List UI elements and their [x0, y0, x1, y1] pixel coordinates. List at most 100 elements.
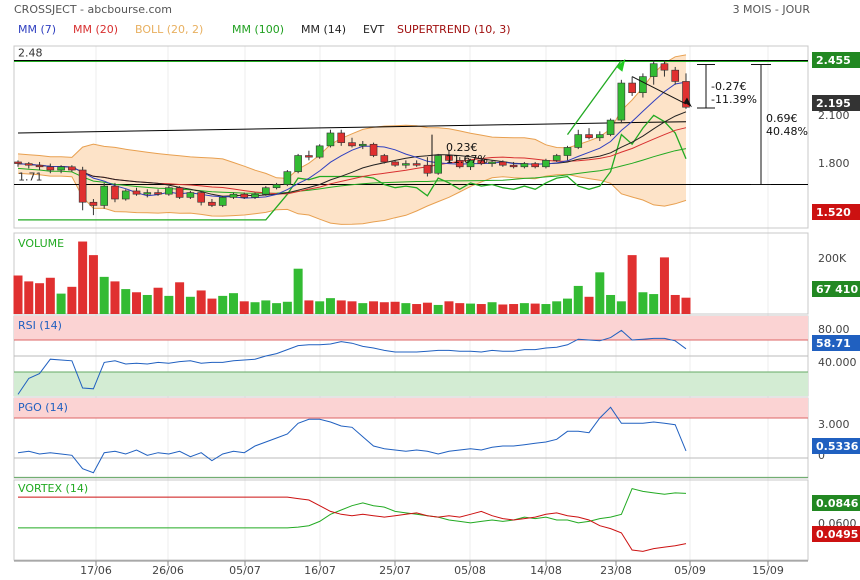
candle-body [251, 193, 259, 198]
candle-body [68, 166, 76, 171]
volume-bar [228, 293, 238, 314]
volume-bar [401, 303, 411, 314]
price-badge-last-bg [812, 95, 860, 111]
level-label-top: 2.48 [18, 46, 43, 59]
price-badge-high: 2.455 [816, 54, 851, 67]
candle-body [477, 160, 486, 164]
volume-bar [487, 302, 497, 314]
volume-bar [132, 292, 142, 314]
vortex-badge-minus: 0.0495 [816, 528, 858, 541]
candle-body [197, 192, 205, 203]
volume-bar [670, 294, 680, 314]
ma100-line [17, 148, 687, 194]
rsi-title: RSI (14) [18, 319, 62, 332]
volume-bar [78, 241, 88, 314]
price-badge-last: 2.195 [816, 97, 851, 110]
volume-bar [476, 304, 486, 314]
candle-body [466, 160, 475, 168]
price-tick: 2.100 [818, 109, 850, 122]
volume-bar [164, 295, 174, 314]
legend-item: SUPERTREND (10, 3) [397, 23, 511, 36]
candle-body [520, 163, 529, 168]
annotation-drop-pct: -11.39% [711, 93, 757, 106]
candle-body [671, 69, 680, 82]
candle-body [617, 82, 626, 121]
candle-body [639, 76, 647, 94]
candle-body [154, 192, 162, 195]
x-tick-label: 14/08 [530, 564, 562, 577]
volume-bar [573, 285, 583, 314]
volume-bar [552, 301, 562, 314]
price-tick: 1.800 [818, 157, 850, 170]
volume-bar [649, 294, 659, 314]
x-tick-label: 16/07 [304, 564, 336, 577]
candle-body [348, 142, 356, 147]
candle-body [208, 201, 216, 206]
volume-bar [638, 292, 648, 314]
candle-body [455, 160, 464, 168]
candle-body [380, 155, 389, 163]
volume-bar [433, 304, 443, 314]
trendline [17, 121, 687, 134]
candle-body [326, 132, 335, 147]
candle-body [585, 134, 593, 139]
candle-body [402, 163, 410, 166]
x-tick-label: 05/07 [229, 564, 261, 577]
panel-frame [13, 45, 809, 229]
x-tick-label: 25/07 [379, 564, 411, 577]
volume-bar [541, 304, 551, 314]
annotation-rise-pct: 40.48% [766, 125, 808, 138]
volume-bar [455, 303, 465, 314]
volume-bar [379, 302, 389, 314]
volume-bar [261, 300, 271, 314]
candle-body [358, 143, 367, 147]
candle-body [552, 155, 561, 161]
candle-body [14, 161, 22, 164]
candle-body [391, 161, 399, 166]
pgo-tick: 3.000 [818, 418, 850, 431]
vortex-badge-plus: 0.0846 [816, 497, 859, 510]
volume-badge-bg [812, 281, 860, 297]
volume-bar [218, 295, 228, 314]
candle-body [272, 184, 281, 189]
candle-body [283, 171, 292, 185]
volume-bar [595, 272, 605, 314]
volume-bar [175, 282, 185, 314]
candle-body [121, 190, 130, 200]
pgo-badge-bg [812, 438, 860, 454]
candle-body [509, 164, 518, 168]
volume-bar [315, 301, 325, 314]
volume-bar [681, 297, 691, 314]
volume-bar [293, 268, 303, 314]
volume-bar [250, 302, 260, 314]
volume-bar [304, 300, 314, 314]
legend-item: MM (100) [232, 23, 284, 36]
volume-bar [530, 303, 540, 314]
volume-bar [498, 304, 508, 314]
candle-body [229, 193, 238, 198]
vortex-badge-plus-bg [812, 495, 860, 511]
volume-bar [347, 301, 357, 314]
x-tick-label: 15/09 [752, 564, 784, 577]
x-tick-label: 23/08 [600, 564, 632, 577]
price-badge-high-bg [812, 52, 860, 68]
panel-frame [13, 232, 809, 315]
volume-bar [142, 294, 152, 314]
chart-header-period: 3 MOIS - JOUR [733, 3, 811, 16]
volume-bar [67, 286, 77, 314]
vortex-plus-line [18, 488, 687, 529]
candle-body [294, 155, 302, 172]
green-arrow-head [616, 58, 626, 72]
candle-body [412, 163, 421, 166]
candle-body [434, 155, 442, 174]
volume-bar [627, 255, 637, 314]
volume-badge: 67 410 [816, 283, 858, 296]
rsi-badge-bg [812, 335, 860, 351]
candle-body [445, 155, 453, 161]
candle-body [143, 192, 152, 195]
volume-bar [562, 298, 572, 314]
volume-bar [282, 301, 292, 314]
volume-bar [56, 293, 66, 314]
price-badge-low: 1.520 [816, 206, 851, 219]
volume-bar [390, 301, 400, 314]
